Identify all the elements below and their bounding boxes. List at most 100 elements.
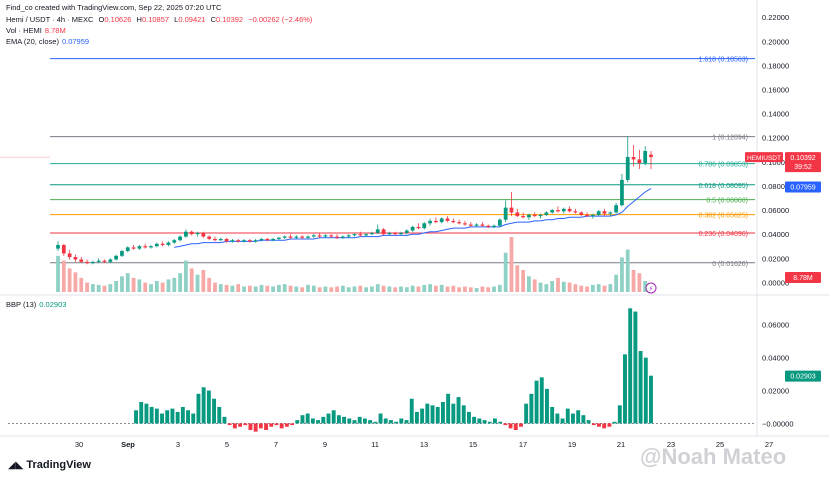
volume-bar [457,287,462,292]
volume-bar [154,281,159,292]
volume-bar [201,270,206,292]
candle-body [154,243,159,247]
bbp-bar [342,416,347,424]
candle-body [56,245,60,249]
candle-body [439,218,444,223]
fibonacci-levels: 1.618 (0.18563) 1 (0.12094) 0.786 (0.09853… [0,57,755,268]
volume-bar [573,284,578,292]
candle-body [184,231,188,237]
bbp-bar [139,402,144,424]
bbp-bar [508,423,513,429]
volume-bar [247,285,252,292]
volume-bar [364,287,369,292]
volume-bar [370,286,374,292]
bbp-bar [446,393,451,424]
time-axis[interactable]: 30 Sep 3 5 7 9 11 13 15 17 19 21 23 25 27 [75,440,773,449]
volume-bar [329,287,334,292]
bbp-bar [539,377,544,424]
time-tick-label: Sep [121,440,135,449]
price-tick-label: 0.16000 [762,86,789,95]
candle-body [544,212,549,215]
volume-bar [544,284,549,292]
candle-body [61,245,66,254]
candlesticks [56,136,653,265]
bbp-bar [534,380,539,424]
candle-body [282,236,287,238]
candle-body [195,232,200,235]
legend-ema[interactable]: EMA (20, close) 0.07959 [6,37,90,46]
volume-bar [288,285,293,292]
volume-bar [189,268,194,292]
candle-body [457,222,462,224]
fib-label: 0.382 (0.05625) [699,213,748,220]
time-tick-label: 5 [225,440,229,449]
symbol-label[interactable]: Hemi / USDT · 4h · MEXC [6,15,94,24]
time-tick-label: 13 [420,440,428,449]
volume-bar [509,237,514,292]
candle-body [445,218,450,221]
volume-bar [393,287,398,292]
lightning-icon: ⚡ [645,282,657,294]
candle-body [90,261,95,264]
volume-bar [527,276,531,292]
volume-bar [474,288,479,292]
volume-bar [352,286,357,292]
volume-bar [131,277,136,292]
time-tick-label: 9 [323,440,327,449]
volume-bar [178,273,182,292]
volume-bar [207,277,212,292]
volume-bar [567,282,572,292]
volume-bar [416,286,421,292]
price-axis[interactable]: 0.22000 0.20000 0.18000 0.16000 0.14000 0.120… [762,13,794,428]
legend-volume[interactable]: Vol · HEMI 8.78M [6,26,66,35]
bbp-bar [383,418,388,424]
volume-bar [445,286,450,292]
volume-bar [102,285,107,292]
bbp-bar [388,420,393,424]
volume-bar [468,287,473,292]
candle-body [643,151,648,164]
bbp-bar [201,387,206,424]
bbp-bar [300,415,305,424]
bbp-tick-label: −0.00000 [762,419,794,428]
tradingview-logo[interactable]: ◢◣ TradingView [8,459,91,471]
bbp-bar [248,423,253,430]
candle-body [393,232,398,235]
candle-body [85,261,89,264]
ema-tag: 0.07959 [785,181,821,193]
candle-body [137,246,142,249]
volume-bar [620,257,624,292]
volume-bar [56,255,60,292]
volume-bar [230,285,235,292]
candle-body [550,210,555,213]
volume-bar [585,286,589,292]
price-tags: HEMIUSDT 0.10392 39:52 0.07959 8.78M 0.02903 ⚡ [645,152,821,382]
volume-bar [399,286,403,292]
candle-body [294,236,299,238]
volume-bar [271,286,275,292]
watermark: @Noah Mateo [640,444,787,469]
candle-body [590,214,595,217]
legend-ohlc[interactable]: Hemi / USDT · 4h · MEXC O0.10626 H0.1085… [6,15,315,25]
bbp-bar [305,413,310,424]
legend-bbp[interactable]: BBP (13) 0.02903 [6,300,67,309]
bbp-bar [154,408,159,424]
bbp-bar [529,393,534,424]
candle-body [224,238,229,242]
volume-bar [358,285,363,292]
bbp-bar [503,423,508,426]
candle-body [79,259,84,262]
volume-bar [515,265,520,292]
bbp-bar [258,423,263,429]
volume-bar [166,279,171,292]
volume-bar [242,286,246,292]
bbp-bar [212,398,217,424]
fib-label: 0.618 (0.08095) [699,183,748,190]
candle-body [102,260,107,262]
volume-bar [195,274,200,292]
candle-body [311,235,316,237]
bbp-bar [451,403,456,424]
bbp-bar [414,411,419,424]
bbp-bar [149,406,154,424]
